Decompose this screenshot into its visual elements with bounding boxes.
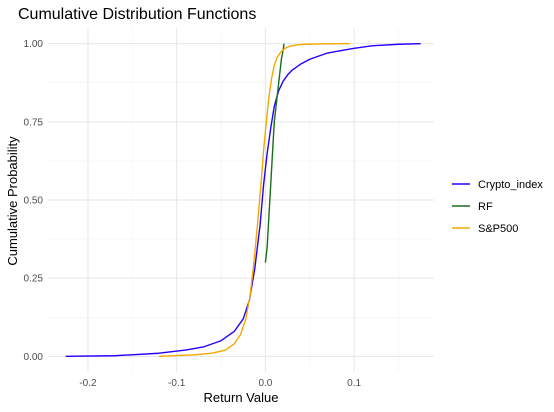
x-axis-title: Return Value — [204, 390, 279, 405]
series-lines — [65, 42, 421, 358]
x-tick-label: 0.0 — [258, 378, 272, 389]
legend-label-crypto-index: Crypto_index — [478, 179, 543, 191]
y-axis-ticks: 0.00 0.25 0.50 0.75 1.00 — [24, 39, 44, 363]
y-axis-title: Cumulative Probability — [5, 136, 20, 266]
x-tick-label: 0.1 — [347, 378, 361, 389]
x-tick-label: -0.2 — [79, 378, 97, 389]
y-tick-label: 0.00 — [24, 352, 44, 363]
y-tick-label: 0.25 — [24, 274, 44, 285]
legend-label-rf: RF — [478, 201, 493, 213]
major-gridlines — [48, 28, 434, 372]
y-tick-label: 1.00 — [24, 39, 44, 50]
series-line-crypto-index — [65, 42, 421, 358]
legend-label-s-p500: S&P500 — [478, 223, 518, 235]
series-line-s-p500 — [158, 42, 350, 358]
legend: Crypto_index RF S&P500 — [452, 179, 543, 235]
x-tick-label: -0.1 — [168, 378, 186, 389]
series-line-rf — [264, 43, 285, 263]
minor-gridlines — [48, 28, 434, 372]
chart-title: Cumulative Distribution Functions — [18, 6, 256, 23]
x-axis-ticks: -0.2 -0.1 0.0 0.1 — [79, 378, 361, 389]
y-tick-label: 0.75 — [24, 117, 44, 128]
y-tick-label: 0.50 — [24, 196, 44, 207]
